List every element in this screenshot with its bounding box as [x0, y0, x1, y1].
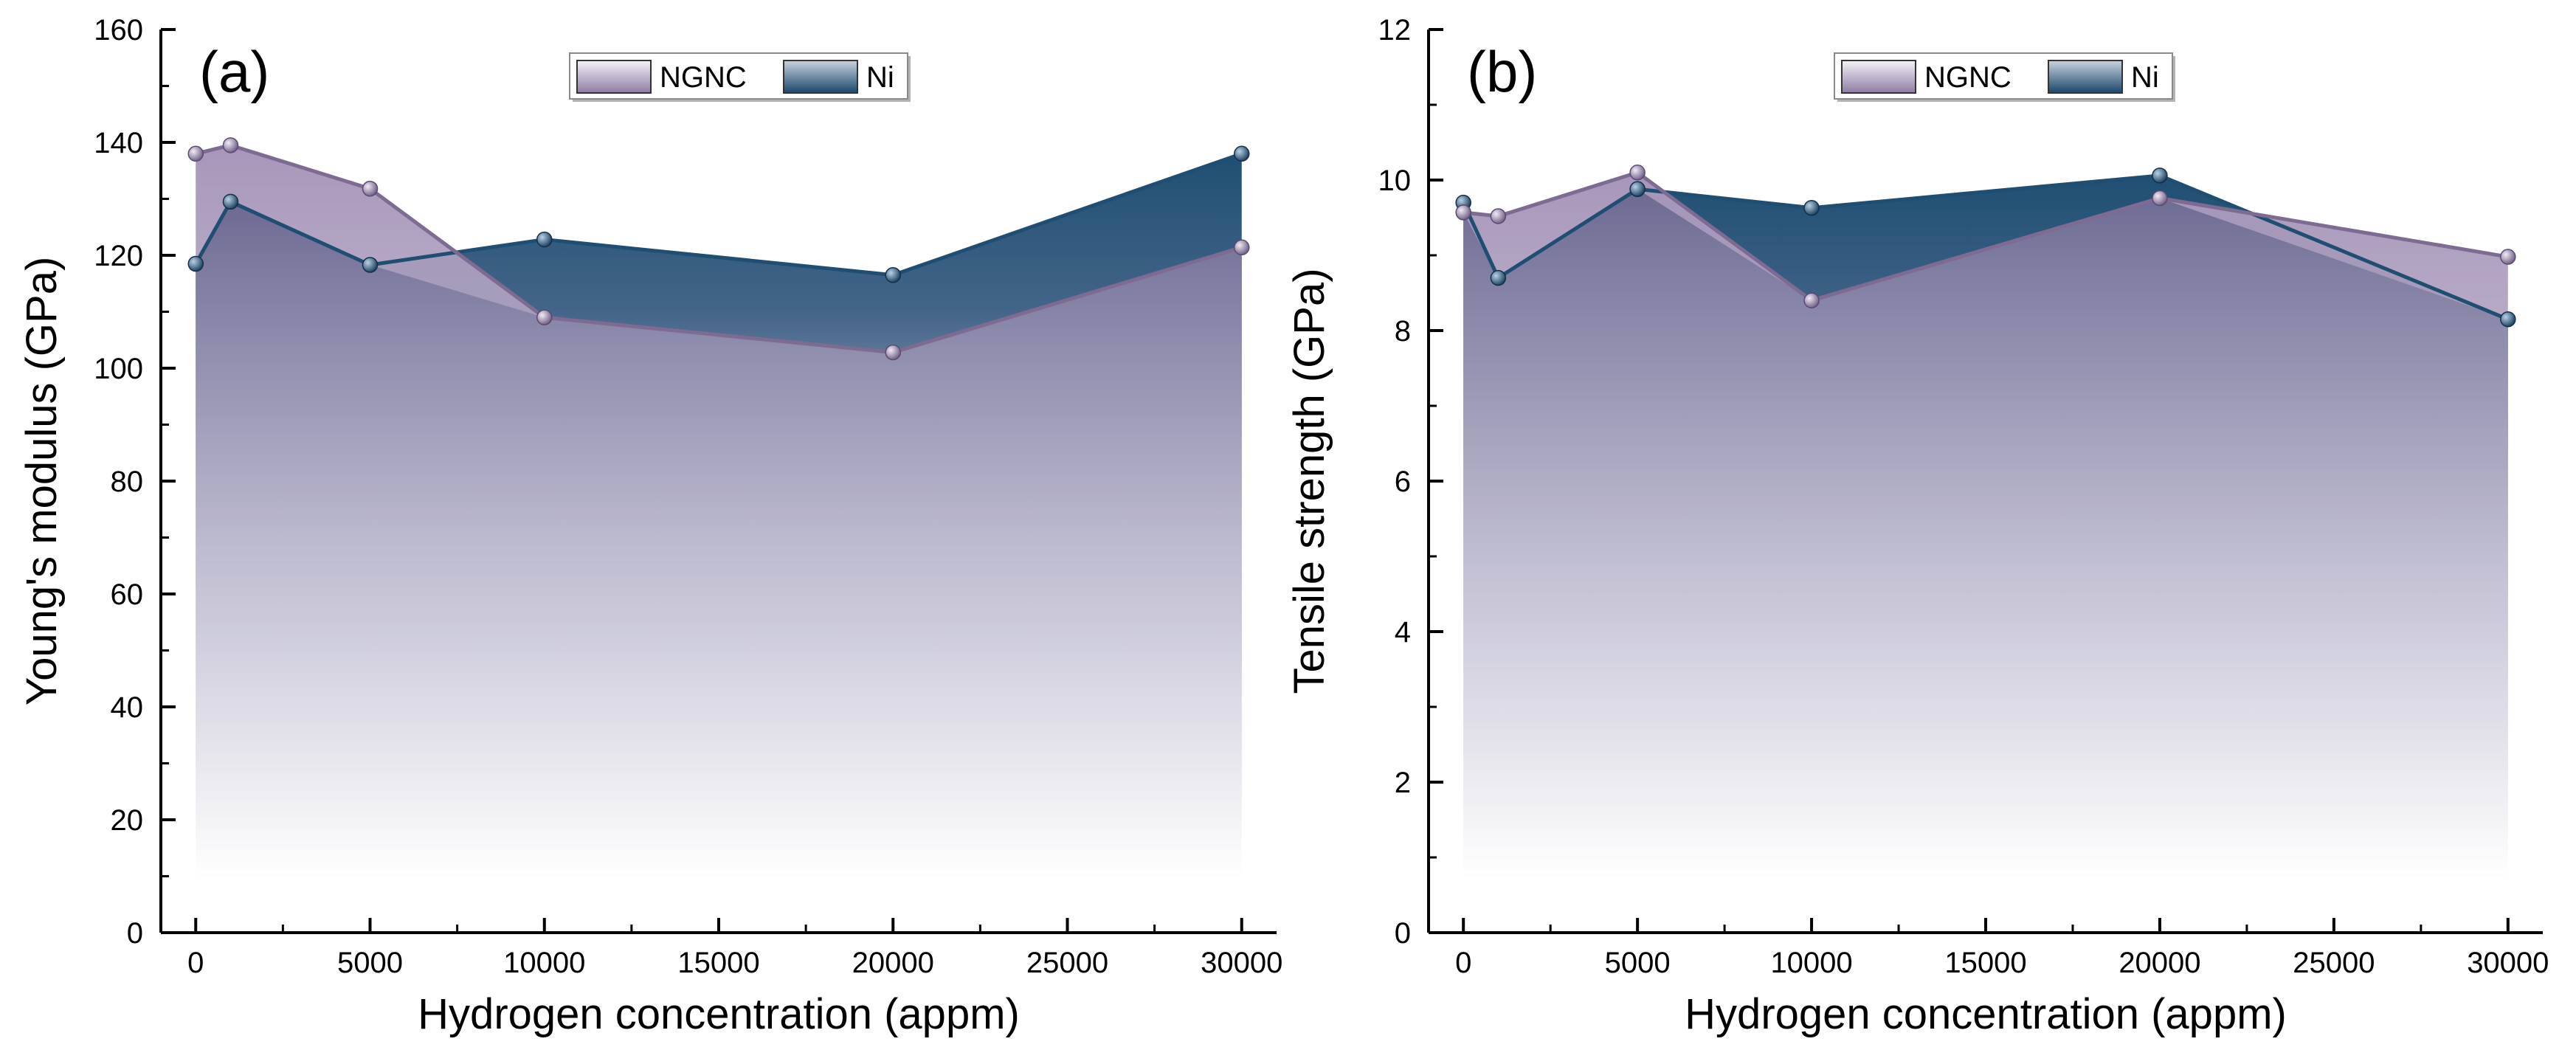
y-tick-label: 2	[1395, 767, 1411, 799]
x-axis-title: Hydrogen concentration (appm)	[418, 990, 1020, 1038]
legend-swatch-ni	[783, 60, 858, 94]
y-axis-title: Young's modulus (GPa)	[18, 257, 66, 706]
panel-label: (b)	[1467, 39, 1537, 104]
x-axis-title: Hydrogen concentration (appm)	[1685, 990, 2287, 1038]
legend-label-ngnc: NGNC	[660, 61, 747, 94]
y-tick-label: 6	[1395, 466, 1411, 498]
ni-point	[2500, 311, 2516, 328]
legend-label-ngnc: NGNC	[1924, 61, 2012, 94]
panel-label: (a)	[199, 39, 269, 104]
overlap-area	[1463, 189, 2508, 879]
ngnc-point	[2500, 249, 2516, 265]
ngnc-point	[1455, 204, 1471, 221]
x-tick-label: 25000	[1026, 947, 1108, 979]
y-tick-label: 100	[94, 353, 143, 385]
ngnc-point	[1803, 292, 1820, 308]
overlap-area	[196, 201, 1242, 879]
legend-label-ni: Ni	[2131, 61, 2159, 94]
y-tick-label: 140	[94, 127, 143, 159]
ngnc-point	[2152, 190, 2168, 207]
ni-point	[1234, 145, 1250, 162]
x-tick-label: 10000	[503, 947, 585, 979]
legend-label-ni: Ni	[866, 61, 894, 94]
ngnc-point	[885, 344, 901, 361]
x-tick-label: 20000	[852, 947, 934, 979]
x-tick-label: 30000	[2467, 947, 2549, 979]
chart-panel-a: 0 20 40 60 80 100 120 140 160 0 5000 10000 15000 2000…	[18, 14, 1282, 1038]
chart-panel-b: 0 2 4 6 8 10 12 0 5000 10000 15000 20000 25000 30000 H…	[1285, 14, 2549, 1038]
legend-swatch-ni	[2048, 60, 2123, 94]
x-tick-label: 10000	[1770, 947, 1852, 979]
ni-point	[536, 231, 553, 248]
ngnc-point	[362, 180, 379, 197]
legend-swatch-ngnc	[1841, 60, 1916, 94]
ni-point	[885, 267, 901, 283]
y-tick-label: 80	[111, 466, 144, 498]
x-tick-label: 0	[187, 947, 204, 979]
y-axis-title: Tensile strength (GPa)	[1285, 268, 1333, 694]
x-tick-label: 0	[1455, 947, 1471, 979]
ngnc-point	[222, 137, 239, 153]
x-tick-label: 5000	[1605, 947, 1671, 979]
y-tick-label: 20	[111, 804, 144, 837]
x-tick-label: 20000	[2119, 947, 2200, 979]
ni-point	[1490, 269, 1507, 286]
ngnc-point	[536, 309, 553, 325]
y-tick-label: 0	[127, 917, 143, 950]
legend: NGNC Ni	[1834, 52, 2175, 102]
y-tick-label: 4	[1395, 616, 1411, 649]
y-tick-label: 60	[111, 578, 144, 611]
ni-point	[2152, 167, 2168, 184]
x-tick-label: 15000	[677, 947, 759, 979]
y-tick-label: 10	[1378, 165, 1412, 197]
ngnc-point	[187, 145, 204, 162]
ni-point	[362, 257, 379, 273]
y-tick-label: 8	[1395, 315, 1411, 348]
x-tick-label: 25000	[2293, 947, 2375, 979]
legend: NGNC Ni	[569, 52, 911, 102]
y-tick-label: 0	[1395, 917, 1411, 950]
ngnc-point	[1629, 165, 1646, 181]
legend-swatch-ngnc	[576, 60, 652, 94]
x-tick-label: 5000	[337, 947, 403, 979]
ni-series-line	[1461, 173, 2509, 322]
y-tick-label: 12	[1378, 14, 1412, 46]
x-tick-label: 15000	[1944, 947, 2026, 979]
y-tick-label: 40	[111, 691, 144, 724]
ni-point	[1629, 181, 1646, 197]
ni-point	[187, 255, 204, 272]
ngnc-point	[1490, 208, 1507, 224]
ngnc-point	[1234, 239, 1250, 256]
y-tick-label: 160	[94, 14, 143, 46]
y-tick-label: 120	[94, 240, 143, 272]
ni-point	[222, 193, 239, 210]
ni-point	[1803, 199, 1820, 216]
x-tick-label: 30000	[1201, 947, 1282, 979]
